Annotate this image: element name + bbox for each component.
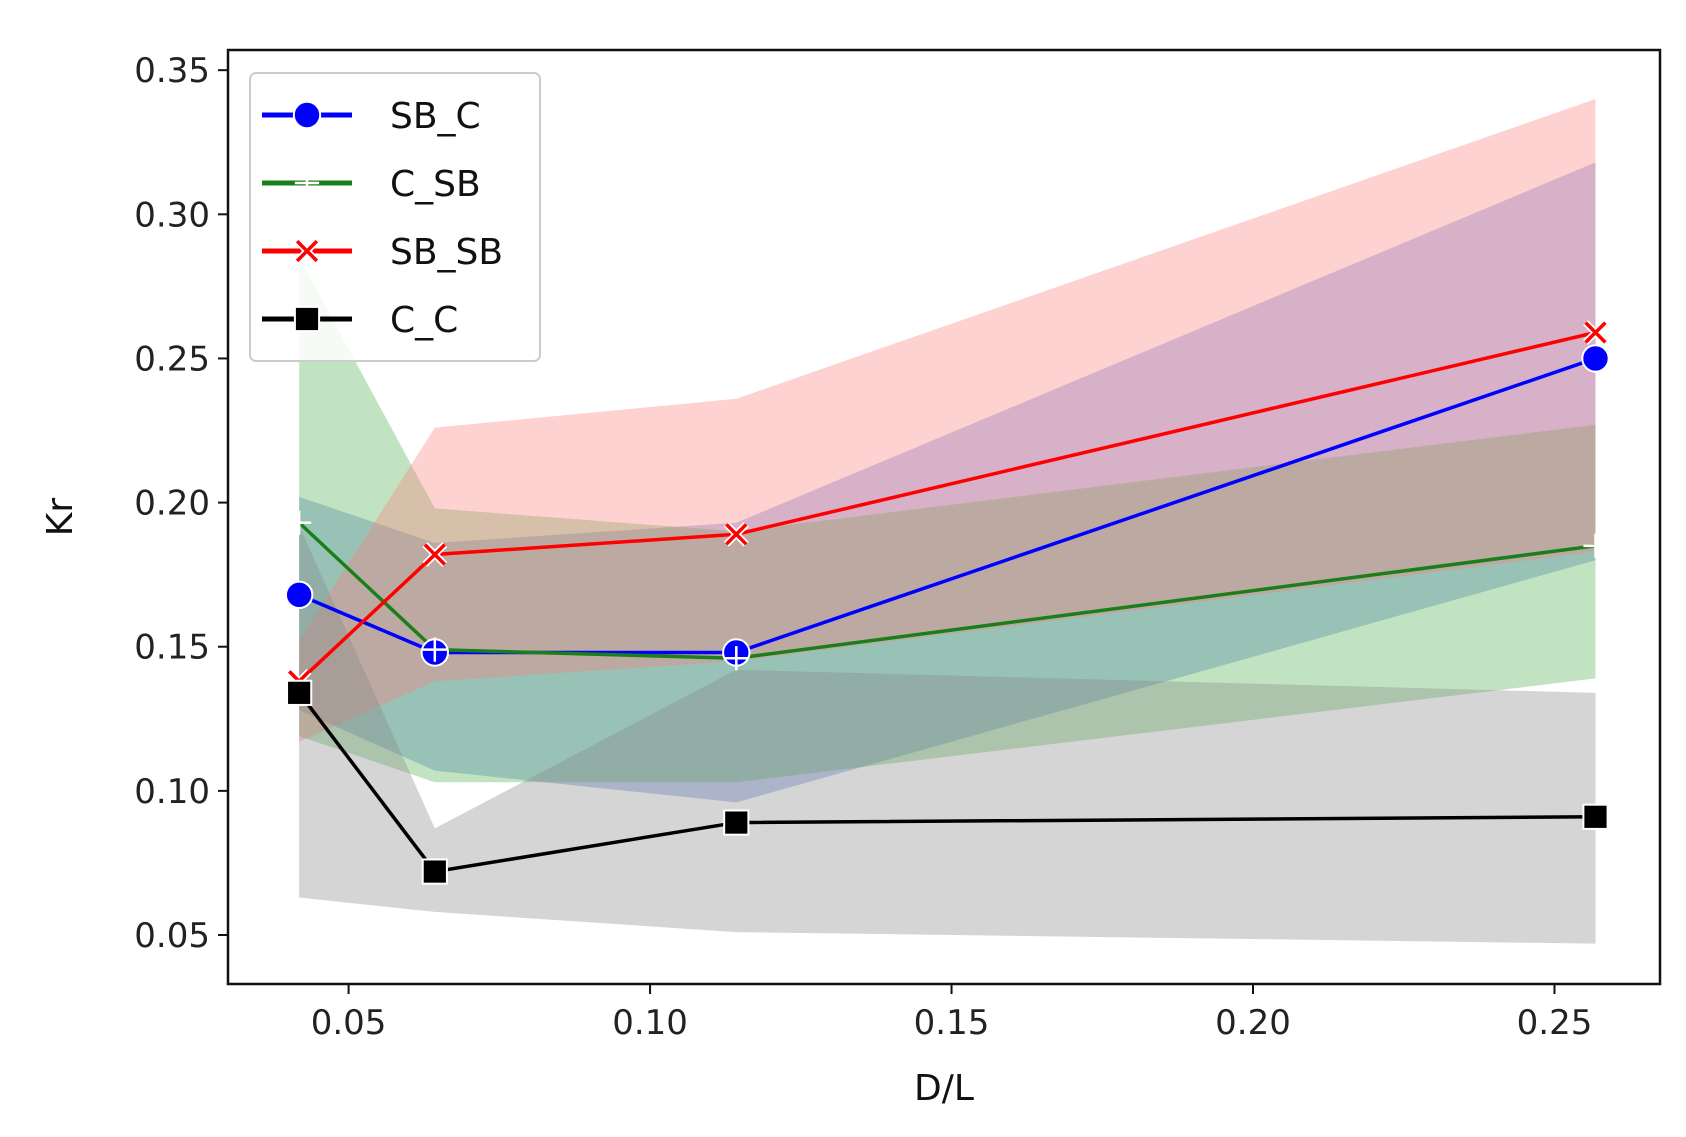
y-axis-label: Kr — [40, 498, 81, 537]
point-c-sb — [287, 510, 312, 535]
band-sb-c — [299, 162, 1596, 803]
point-sb-sb — [1583, 320, 1608, 345]
legend-entry-c-c: C_C — [262, 300, 458, 341]
series-lines — [297, 330, 1597, 874]
x-axis-label: D/L — [914, 1068, 974, 1109]
x-axis-ticks: 0.05 0.10 0.15 0.20 0.25 — [311, 984, 1593, 1043]
point-sb-sb — [723, 521, 749, 547]
band-sb-sb — [299, 99, 1596, 742]
x-tick-label: 0.20 — [1215, 1003, 1291, 1043]
point-sb-c — [1581, 344, 1610, 373]
legend-marker — [292, 100, 322, 130]
point-sb-c — [284, 580, 314, 610]
x-tick-label: 0.25 — [1517, 1003, 1593, 1043]
point-c-c — [421, 858, 448, 885]
point-c-sb — [724, 646, 749, 671]
point-c-sb — [1583, 533, 1608, 558]
y-tick-label: 0.10 — [134, 772, 210, 812]
series-markers — [284, 320, 1610, 885]
legend-marker — [293, 305, 321, 333]
legend-entry-c-sb: C_SB — [262, 164, 481, 205]
point-c-c — [1582, 803, 1609, 830]
y-tick-label: 0.30 — [134, 195, 210, 235]
legend-label: C_C — [390, 300, 458, 341]
y-tick-label: 0.20 — [134, 484, 210, 524]
x-tick-label: 0.05 — [311, 1003, 387, 1043]
point-c-c — [723, 809, 750, 836]
legend-marker — [294, 238, 320, 264]
legend-marker — [294, 170, 320, 196]
legend-box — [249, 72, 541, 362]
line-c-sb — [297, 521, 1596, 661]
legend: SB_C C_SB SB_SB C_C — [249, 72, 541, 362]
legend-label: SB_SB — [390, 232, 503, 273]
legend-entry-sb-c: SB_C — [262, 96, 481, 137]
y-tick-label: 0.35 — [134, 51, 210, 91]
band-c-c — [299, 525, 1596, 944]
x-tick-label: 0.15 — [914, 1003, 990, 1043]
point-sb-sb — [422, 542, 448, 567]
point-c-sb — [422, 637, 447, 662]
plot-frame — [226, 48, 1662, 986]
legend-label: SB_C — [390, 96, 481, 137]
y-tick-label: 0.25 — [134, 339, 210, 379]
legend-entry-sb-sb: SB_SB — [262, 232, 503, 273]
point-c-c — [286, 679, 313, 706]
legend-label: C_SB — [390, 164, 481, 205]
line-sb-sb — [297, 330, 1596, 683]
x-tick-label: 0.10 — [612, 1003, 688, 1043]
y-tick-label: 0.15 — [134, 628, 210, 668]
y-axis-ticks: 0.05 0.10 0.15 0.20 0.25 0.30 0.35 — [134, 51, 228, 956]
line-c-c — [297, 691, 1596, 874]
y-tick-label: 0.05 — [134, 916, 210, 956]
